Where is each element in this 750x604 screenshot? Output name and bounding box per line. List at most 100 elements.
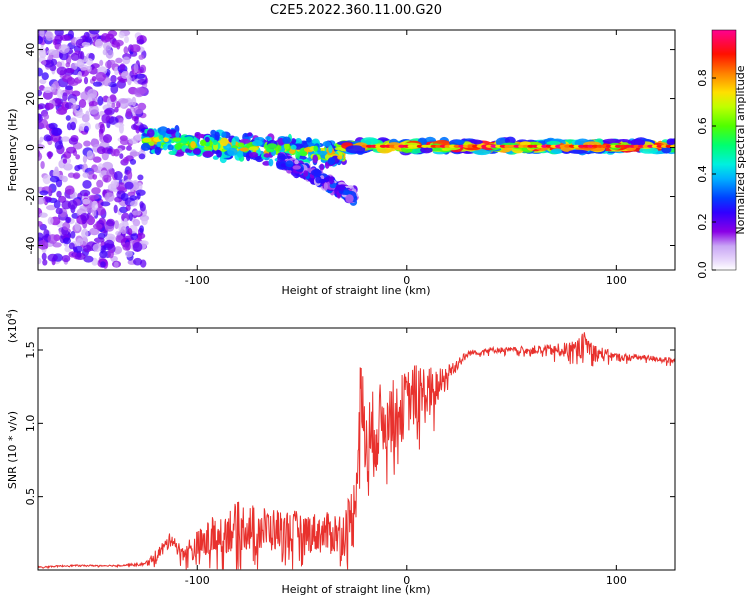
heatmap-cell: [303, 170, 309, 177]
heatmap-cell: [54, 140, 64, 150]
x-tick-label: 100: [606, 274, 627, 287]
heatmap-cell: [278, 155, 289, 160]
heatmap-cell: [454, 139, 465, 145]
colorbar: [711, 29, 737, 271]
heatmap-cell: [239, 138, 251, 144]
heatmap-cell: [265, 136, 271, 141]
heatmap-cell: [129, 44, 141, 53]
heatmap-cell: [99, 123, 105, 134]
heatmap-cell: [67, 80, 79, 86]
heatmap-cell: [71, 90, 81, 97]
snr-y-axis-label: SNR (10 * v/v): [6, 411, 19, 489]
heatmap-cell: [156, 141, 162, 148]
heatmap-cell: [551, 148, 563, 154]
heatmap-cell: [329, 176, 334, 185]
heatmap-cell: [135, 73, 146, 79]
heatmap-cell: [99, 59, 104, 66]
heatmap-cell: [74, 252, 86, 260]
heatmap-cell: [120, 193, 129, 201]
heatmap-cell: [93, 113, 101, 120]
heatmap-cell: [177, 142, 182, 149]
heatmap-cell: [175, 131, 180, 138]
heatmap-cell: [121, 212, 130, 222]
colorbar-tick-label: 0.0: [696, 261, 709, 279]
heatmap-cell: [216, 150, 222, 158]
x-tick-label: -100: [185, 274, 210, 287]
heatmap-cell: [38, 36, 43, 45]
heatmap-cell: [42, 259, 48, 266]
spectrogram-x-axis-label: Height of straight line (km): [281, 284, 430, 297]
heatmap-cell: [123, 218, 128, 227]
heatmap-cell: [74, 165, 81, 172]
heatmap-cell: [546, 141, 561, 146]
heatmap-cell: [70, 121, 76, 131]
heatmap-cell: [124, 181, 134, 190]
heatmap-cell: [190, 141, 196, 149]
heatmap-cell: [61, 136, 70, 142]
heatmap-cell: [47, 49, 58, 55]
heatmap-cell: [92, 243, 102, 252]
heatmap-cell: [162, 143, 168, 151]
heatmap-cell: [42, 60, 47, 66]
heatmap-cell: [65, 216, 72, 224]
y-tick-label: 1.0: [24, 415, 37, 433]
heatmap-cell: [39, 30, 45, 38]
heatmap-cell: [39, 212, 48, 218]
heatmap-cell: [290, 138, 297, 144]
heatmap-cell: [105, 49, 114, 59]
heatmap-cell: [56, 108, 67, 115]
heatmap-cell: [41, 252, 47, 261]
heatmap-cell: [65, 67, 75, 74]
heatmap-cell: [317, 150, 328, 155]
heatmap-cell: [345, 194, 354, 204]
heatmap-cell: [100, 201, 111, 207]
heatmap-cell: [62, 237, 71, 245]
heatmap-cell: [78, 99, 87, 108]
heatmap-cell: [138, 54, 145, 60]
heatmap-cell: [85, 58, 93, 66]
heatmap-cell: [38, 104, 44, 110]
heatmap-cell: [283, 143, 290, 150]
heatmap-cell: [54, 34, 63, 42]
heatmap-cell: [52, 242, 62, 248]
heatmap-cell: [62, 221, 71, 231]
heatmap-cell: [83, 140, 91, 147]
heatmap-cell: [91, 138, 97, 146]
y-tick-label: 0: [24, 144, 37, 151]
heatmap-cell: [290, 144, 297, 150]
heatmap-cell: [227, 147, 238, 156]
heatmap-cell: [103, 41, 112, 51]
heatmap-cell: [83, 255, 94, 263]
heatmap-cell: [48, 122, 58, 130]
heatmap-cell: [174, 152, 184, 157]
heatmap-cell: [91, 200, 99, 211]
heatmap-cell: [102, 134, 113, 143]
heatmap-cell: [89, 30, 100, 35]
heatmap-cell: [65, 85, 73, 91]
colorbar-tick-label: 0.4: [696, 165, 709, 183]
heatmap-cell: [167, 144, 174, 151]
heatmap-cell: [236, 150, 244, 158]
colorbar-tick-label: 0.8: [696, 69, 709, 87]
heatmap-cell: [115, 57, 123, 64]
snr-axes: -100 0 100 0.5 1.0 1.5: [24, 328, 675, 587]
heatmap-cell: [101, 147, 113, 154]
heatmap-cell: [204, 136, 210, 143]
heatmap-cell: [104, 192, 115, 203]
heatmap-cell: [102, 174, 112, 183]
heatmap-cell: [119, 153, 124, 160]
heatmap-cell: [148, 141, 155, 146]
heatmap-cell: [219, 137, 229, 147]
heatmap-cell: [212, 139, 218, 146]
heatmap-cell: [420, 146, 433, 154]
heatmap-cell: [131, 96, 137, 107]
heatmap-cell: [345, 145, 366, 154]
heatmap-cell: [295, 151, 300, 160]
heatmap-cell: [123, 46, 129, 55]
heatmap-cell: [263, 153, 271, 158]
snr-plot-area: [38, 332, 675, 570]
heatmap-cell: [121, 71, 130, 79]
heatmap-cell: [56, 61, 63, 68]
heatmap-cell: [110, 180, 119, 188]
heatmap-cell: [104, 239, 115, 248]
